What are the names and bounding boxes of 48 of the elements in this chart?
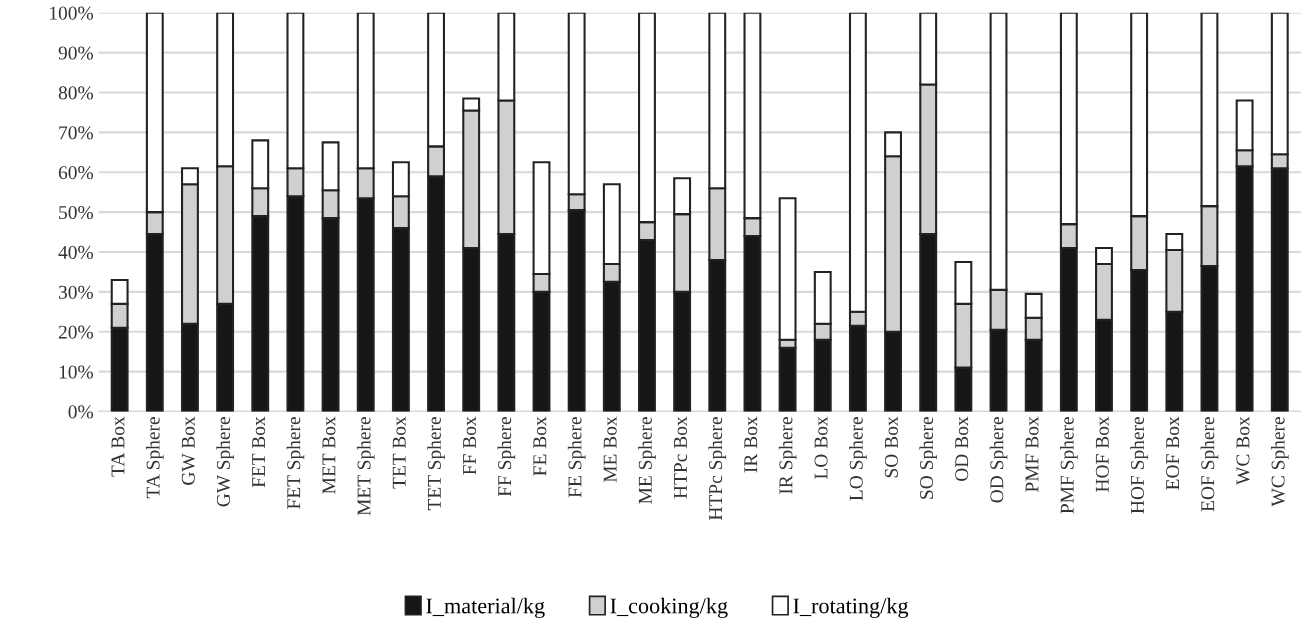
x-tick-label: HOF Sphere (1130, 417, 1148, 514)
y-tick-label: 40% (58, 245, 94, 260)
x-tick-label: WC Box (1236, 416, 1250, 485)
x-tick-label: EOF Box (1166, 416, 1180, 490)
x-tick-label: TET Sphere (427, 417, 445, 511)
x-tick-label: OD Sphere (989, 417, 1008, 503)
x-tick-label: ME Sphere (638, 417, 656, 504)
x-tick-label: HTPc Sphere (708, 417, 727, 521)
x-tick-label: FE Box (533, 416, 547, 476)
y-tick-label: 0% (68, 405, 94, 419)
y-tick-label: 50% (59, 205, 94, 220)
x-tick-label: SO Sphere (919, 417, 938, 499)
x-tick-label: TA Box (111, 416, 125, 477)
x-tick-label: MET Sphere (356, 417, 375, 516)
x-tick-label: PMF Box (1025, 416, 1039, 492)
x-tick-label: LO Box (814, 416, 828, 480)
x-tick-label: FF Sphere (497, 417, 516, 497)
x-tick-label: IR Box (744, 416, 758, 473)
x-tick-label: GW Sphere (216, 417, 234, 507)
x-tick-label: TET Box (392, 416, 406, 489)
x-tick-label: ME Box (603, 416, 617, 483)
y-tick-label: 70% (59, 126, 94, 140)
y-tick-label: 80% (58, 86, 94, 100)
x-tick-label: FE Sphere (567, 417, 586, 498)
x-tick-label: EOF Sphere (1200, 417, 1219, 512)
x-tick-label: HOF Box (1095, 416, 1109, 492)
x-tick-label: WC Sphere (1270, 417, 1289, 507)
x-tick-label: FF Box (463, 416, 477, 475)
x-tick-label: PMF Sphere (1060, 417, 1078, 514)
x-tick-label: GW Box (181, 416, 195, 485)
legend-label: I_cooking/kg (610, 597, 728, 618)
x-tick-label: IR Sphere (778, 417, 797, 494)
x-tick-label: LO Sphere (849, 417, 867, 501)
x-tick-label: FET Sphere (286, 417, 305, 509)
x-tick-label: TA Sphere (145, 417, 164, 499)
y-tick-label: 30% (58, 285, 94, 299)
x-tick-label: MET Box (322, 416, 336, 494)
legend-label: I_material/kg (426, 597, 545, 618)
y-tick-label: 20% (58, 325, 94, 339)
x-tick-label: OD Box (955, 416, 969, 481)
y-tick-label: 100% (50, 6, 94, 20)
y-tick-label: 10% (59, 365, 94, 379)
x-tick-label: SO Box (884, 416, 898, 478)
legend-label: I_rotating/kg (793, 597, 909, 618)
y-tick-label: 60% (58, 166, 94, 180)
y-tick-label: 90% (58, 46, 94, 60)
x-tick-label: HTPc Box (674, 416, 687, 499)
x-tick-label: FET Box (252, 416, 266, 488)
